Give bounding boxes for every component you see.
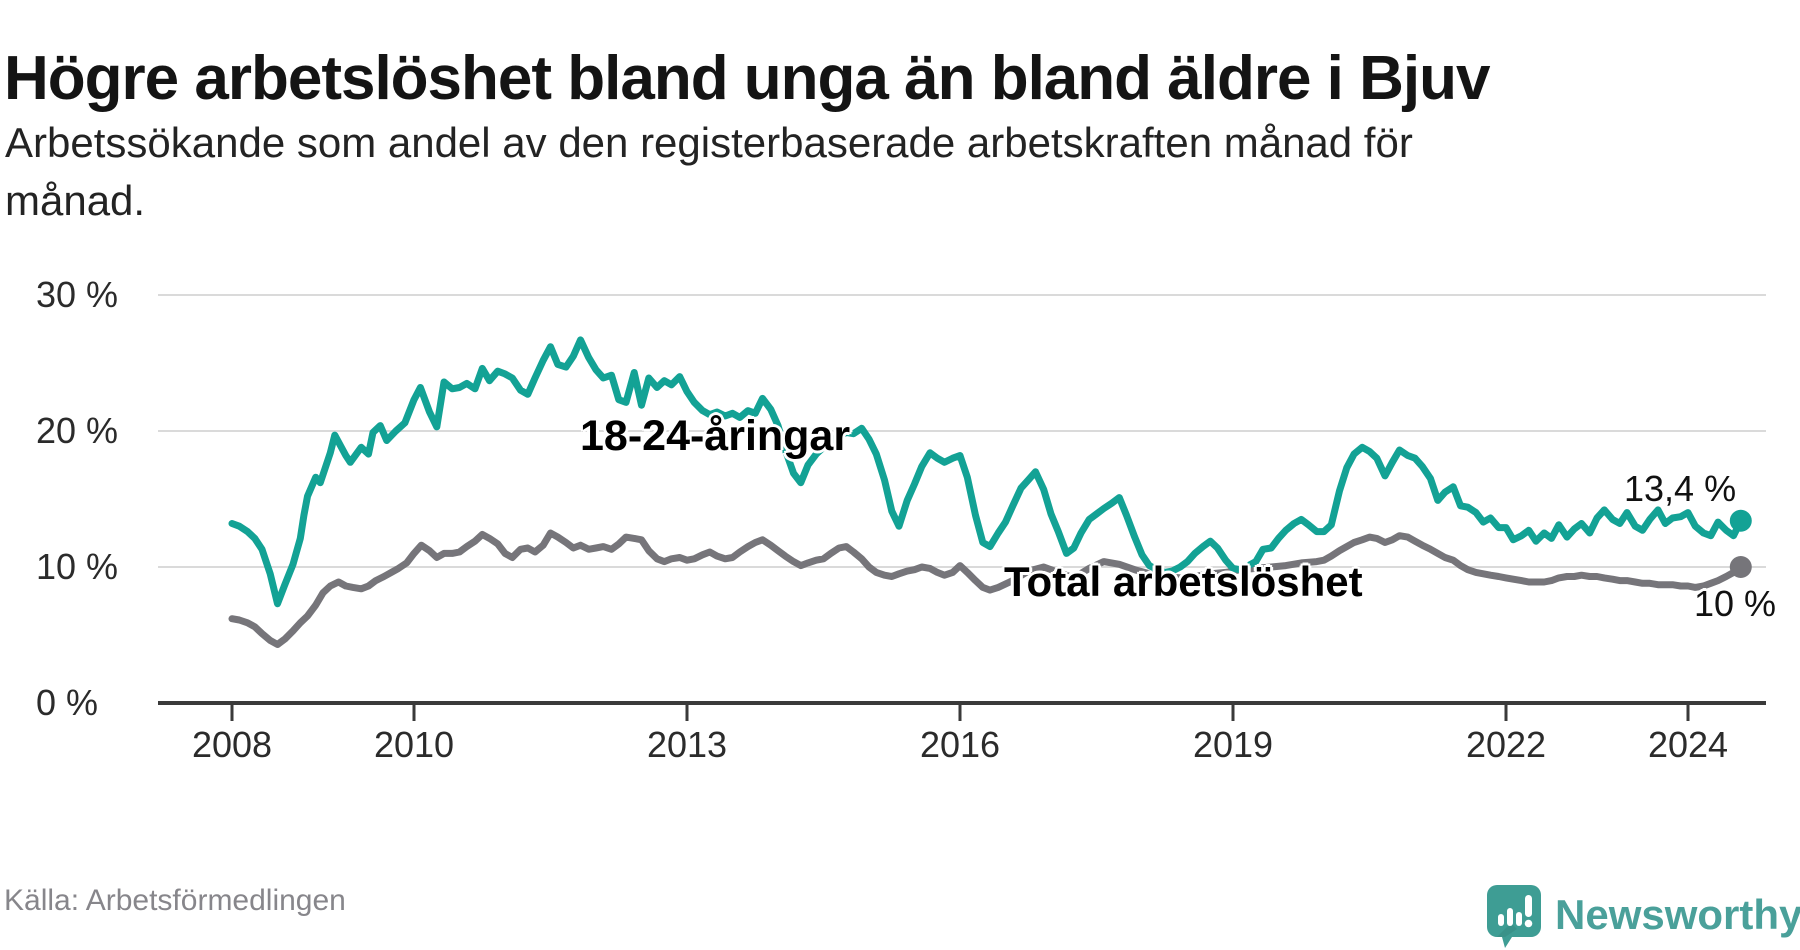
x-axis-label: 2024 <box>1647 724 1729 765</box>
end-value-label-total: 10 % <box>1694 583 1777 624</box>
newsworthy-logo-text: Newsworthy <box>1555 891 1800 938</box>
series-line-young <box>228 336 1745 608</box>
newsworthy-logo-icon <box>1487 885 1541 948</box>
x-axis-label: 2013 <box>646 724 728 765</box>
x-axis-label: 2016 <box>919 724 1001 765</box>
series-line-total <box>228 529 1745 648</box>
y-axis-label: 30 % <box>36 274 119 315</box>
newsworthy-logo: Newsworthy <box>1486 884 1800 950</box>
x-axis-label: 2022 <box>1465 724 1547 765</box>
series-label-young: 18-24-åringar <box>580 412 851 460</box>
end-dot-young <box>1729 509 1752 532</box>
chart-subtitle: Arbetssökande som andel av den registerb… <box>5 114 1413 230</box>
x-axis-label: 2010 <box>373 724 455 765</box>
page-title: Högre arbetslöshet bland unga än bland ä… <box>4 43 1490 113</box>
y-axis-label: 20 % <box>36 410 119 451</box>
x-axis-label: 2019 <box>1192 724 1274 765</box>
subtitle-line-1: Arbetssökande som andel av den registerb… <box>5 119 1413 166</box>
series-label-total: Total arbetslöshet <box>1004 558 1363 605</box>
y-axis-label: 0 % <box>36 682 99 723</box>
end-value-label-young: 13,4 % <box>1624 468 1737 509</box>
end-dot-total <box>1729 556 1752 578</box>
subtitle-line-2: månad. <box>5 177 146 224</box>
y-axis-label: 10 % <box>36 546 119 587</box>
x-axis-label: 2008 <box>191 724 273 765</box>
source-note: Källa: Arbetsförmedlingen <box>4 884 346 917</box>
